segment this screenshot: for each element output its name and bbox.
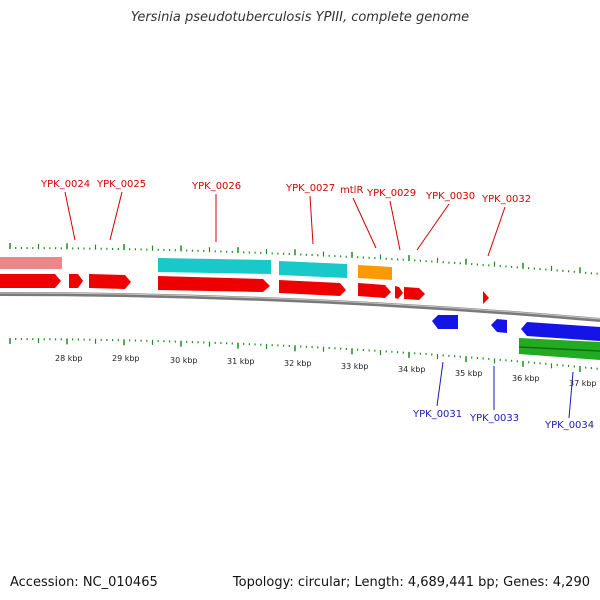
cds-arrow[interactable] — [483, 291, 489, 304]
cds-arrow[interactable] — [0, 274, 61, 288]
cds-arrow-reverse[interactable] — [432, 315, 458, 329]
gene-label[interactable]: YPK_0027 — [285, 183, 335, 194]
upper-feature-track — [0, 257, 392, 280]
bottom-label-connectors — [436, 361, 574, 419]
kbp-label: 34 kbp — [398, 365, 426, 374]
orange-feature[interactable] — [358, 265, 392, 280]
bottom-gene-labels: YPK_0031 YPK_0033 YPK_0034 — [412, 409, 594, 431]
pink-feature[interactable] — [0, 257, 62, 269]
top-label-connectors — [64, 191, 506, 257]
cyan-feature-1[interactable] — [158, 258, 271, 274]
map-title: Yersinia pseudotuberculosis YPIII, compl… — [130, 10, 470, 25]
kbp-label: 33 kbp — [341, 362, 369, 371]
green-feature-stripe — [518, 346, 600, 352]
cyan-feature-2[interactable] — [279, 261, 347, 278]
cds-arrow-reverse[interactable] — [521, 322, 600, 341]
kbp-label: 28 kbp — [55, 354, 83, 363]
accession-text: Accession: NC_010465 — [10, 575, 158, 590]
kbp-label: 36 kbp — [512, 374, 540, 383]
cds-arrow[interactable] — [404, 287, 425, 300]
gene-label[interactable]: YPK_0032 — [481, 194, 531, 205]
cds-arrow[interactable] — [279, 280, 346, 296]
gene-label[interactable]: YPK_0025 — [96, 179, 146, 190]
kbp-label: 37 kbp — [569, 379, 597, 388]
cds-arrow[interactable] — [69, 274, 83, 288]
cds-arrow[interactable] — [89, 274, 131, 289]
gene-label[interactable]: YPK_0026 — [191, 181, 241, 192]
gene-label[interactable]: mtlR — [340, 185, 363, 196]
gene-label[interactable]: YPK_0030 — [425, 191, 475, 202]
genome-backbone — [0, 292, 600, 322]
cds-arrow[interactable] — [358, 283, 391, 298]
topology-text: Topology: circular; Length: 4,689,441 bp… — [232, 575, 590, 590]
reverse-cds-track — [432, 315, 600, 341]
top-gene-labels: YPK_0024 YPK_0025 YPK_0026 YPK_0027 mtlR… — [40, 179, 531, 205]
cds-arrow-reverse[interactable] — [491, 319, 507, 333]
genome-backbone-highlight — [0, 292, 600, 320]
gene-label[interactable]: YPK_0031 — [412, 409, 462, 420]
kbp-label: 30 kbp — [170, 356, 198, 365]
gene-label[interactable]: YPK_0024 — [40, 179, 90, 190]
cds-arrow[interactable] — [395, 286, 403, 299]
kbp-label: 35 kbp — [455, 369, 483, 378]
gene-label[interactable]: YPK_0029 — [366, 188, 416, 199]
top-tick-row — [9, 243, 598, 275]
kbp-label: 32 kbp — [284, 359, 312, 368]
kbp-label: 29 kbp — [112, 354, 140, 363]
bottom-tick-row — [9, 338, 598, 372]
gene-label[interactable]: YPK_0034 — [544, 420, 594, 431]
kbp-label: 31 kbp — [227, 357, 255, 366]
forward-cds-track — [0, 274, 489, 304]
kbp-axis-labels: 28 kbp 29 kbp 30 kbp 31 kbp 32 kbp 33 kb… — [55, 354, 597, 388]
cds-arrow[interactable] — [158, 276, 270, 292]
gene-label[interactable]: YPK_0033 — [469, 413, 519, 424]
